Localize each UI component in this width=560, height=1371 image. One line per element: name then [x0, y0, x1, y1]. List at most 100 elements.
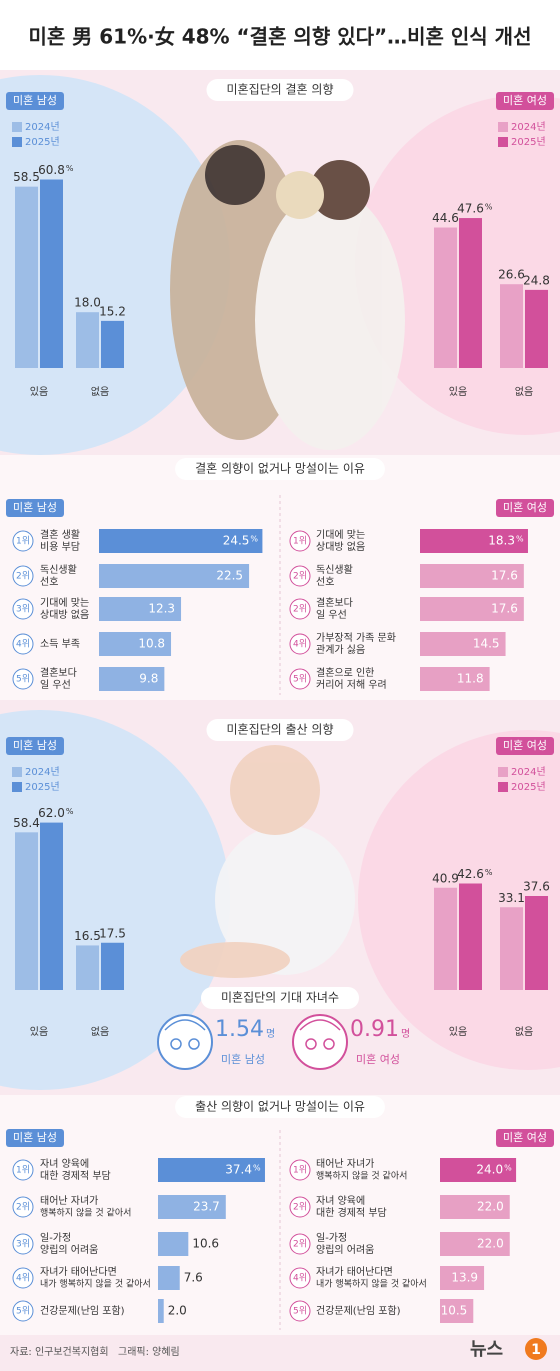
- section-pill: [206, 719, 354, 741]
- group-tag: [6, 499, 64, 517]
- rank-label: 2위: [16, 571, 30, 582]
- category-label: 건강문제(난임 포함): [316, 1304, 401, 1317]
- rank-label: 1위: [16, 1165, 30, 1176]
- section-pill: [206, 79, 354, 101]
- value-label: 10.8: [138, 637, 165, 651]
- bar: [158, 1195, 226, 1219]
- bar: [434, 887, 457, 990]
- section-title: 미혼집단의 출산 의향: [227, 723, 334, 737]
- source: 자료: 인구보건복지협회: [10, 1345, 109, 1358]
- face-eye: [188, 1038, 200, 1050]
- stat-unit: 명: [401, 1028, 410, 1040]
- rank-badge: [12, 1159, 34, 1181]
- category-label: 가부장적 가족 문화: [316, 632, 396, 644]
- x-tick-label: 없음: [515, 1025, 533, 1038]
- value-label: 22.0: [477, 1200, 504, 1214]
- bar: [440, 1266, 485, 1290]
- rank-badge: [289, 1233, 311, 1255]
- group-tag: [496, 499, 554, 517]
- bar: [158, 1299, 164, 1323]
- rank-label: 2위: [293, 1202, 307, 1213]
- unit-label: %: [250, 535, 258, 544]
- category-label: 행복하지 않을 것 같아서: [40, 1207, 131, 1219]
- value-label: 26.6: [498, 268, 525, 282]
- value-label: 18.0: [74, 296, 101, 310]
- category-label: 독신생활: [40, 563, 77, 576]
- bar: [440, 1299, 474, 1323]
- section-title: 미혼집단의 기대 자녀수: [221, 991, 339, 1005]
- rank-label: 3위: [16, 1239, 30, 1250]
- value-label: 15.2: [99, 304, 126, 318]
- legend-swatch: [12, 122, 22, 132]
- rank-badge: [12, 565, 34, 587]
- rank-label: 1위: [16, 536, 30, 547]
- rank-badge: [12, 668, 34, 690]
- bar: [525, 289, 548, 368]
- legend-label: 2025년: [511, 136, 546, 148]
- logo-badge: [525, 1338, 547, 1360]
- group-tag: [6, 1129, 64, 1147]
- category-label: 소득 부족: [40, 638, 80, 650]
- value-label: 23.7: [193, 1200, 220, 1214]
- category-label: 양립의 어려움: [316, 1243, 374, 1256]
- bar: [15, 832, 38, 990]
- value-label: 22.0: [477, 1237, 504, 1251]
- unit-label: %: [504, 1164, 512, 1173]
- category-label: 태어난 자녀가: [40, 1195, 98, 1207]
- bar: [440, 1232, 510, 1256]
- section-pill: [175, 458, 385, 480]
- value-label: 11.8: [457, 672, 484, 686]
- rank-badge: [12, 598, 34, 620]
- legend-swatch: [498, 767, 508, 777]
- value-label: 18.3: [488, 534, 515, 548]
- legend-label: 2024년: [25, 766, 60, 778]
- value-label: 14.5: [473, 637, 500, 651]
- value-label: 16.5: [74, 929, 101, 943]
- category-label: 비용 부담: [40, 541, 80, 553]
- category-label: 일-가정: [40, 1232, 71, 1244]
- category-label: 행복하지 않을 것 같아서: [316, 1170, 407, 1182]
- x-tick-label: 있음: [30, 386, 48, 398]
- group-tag: [6, 92, 64, 110]
- group-tag: [496, 92, 554, 110]
- bar: [420, 632, 506, 656]
- rank-label: 4위: [16, 1273, 30, 1284]
- rank-badge: [289, 668, 311, 690]
- rank-label: 3위: [16, 604, 30, 615]
- logo-text: 뉴스: [470, 1339, 503, 1360]
- rank-label: 5위: [16, 1306, 30, 1317]
- bar: [440, 1195, 510, 1219]
- section-title: 미혼집단의 결혼 의향: [227, 83, 334, 97]
- value-label: 24.8: [523, 273, 550, 287]
- value-label: 37.6: [523, 880, 550, 894]
- category-label: 결혼 생활: [40, 528, 80, 541]
- rank-badge: [12, 1300, 34, 1322]
- rank-badge: [289, 598, 311, 620]
- unit-label: %: [485, 868, 493, 877]
- bar: [420, 667, 490, 691]
- value-label: 47.6: [457, 202, 484, 216]
- rank-label: 2위: [16, 1202, 30, 1213]
- rank-label: 1위: [293, 536, 307, 547]
- category-label: 결혼으로 인한: [316, 666, 374, 679]
- category-label: 자녀가 태어난다면: [316, 1266, 393, 1278]
- value-label: 10.6: [192, 1237, 219, 1251]
- legend-swatch: [498, 122, 508, 132]
- value-label: 24.5: [223, 534, 250, 548]
- rank-badge: [12, 1196, 34, 1218]
- rank-label: 4위: [293, 1273, 307, 1284]
- rank-badge: [12, 1233, 34, 1255]
- category-label: 자녀가 태어난다면: [40, 1266, 117, 1278]
- unit-label: %: [485, 203, 493, 212]
- bar: [459, 883, 482, 990]
- value-label: 9.8: [139, 672, 158, 686]
- face-icon: [157, 1014, 213, 1070]
- bar: [76, 945, 99, 990]
- value-label: 2.0: [168, 1304, 187, 1318]
- rank-badge: [12, 633, 34, 655]
- x-tick-label: 없음: [91, 1025, 109, 1038]
- value-label: 58.5: [13, 170, 40, 184]
- face-eye: [305, 1038, 317, 1050]
- bar: [500, 284, 523, 368]
- couple-photo: [170, 140, 405, 450]
